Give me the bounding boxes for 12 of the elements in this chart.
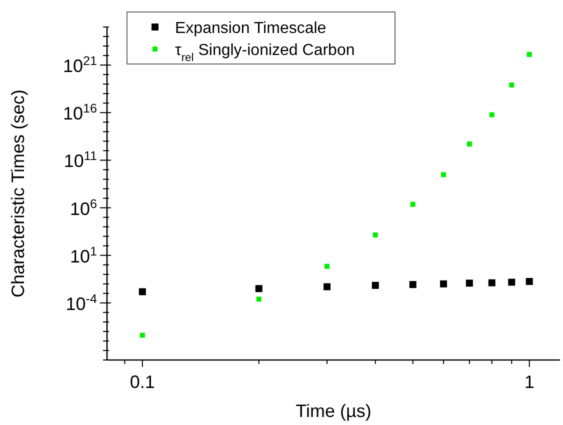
x-axis-title: Time (µs) [296, 401, 372, 421]
legend-label: τ$_{rel}$ Singly-ionized Carbon [175, 42, 355, 64]
x-tick-label: 1 [524, 372, 534, 392]
y-tick-label: 10$^{6}$ [70, 196, 97, 219]
x-tick-label: 0.1 [130, 372, 155, 392]
y-tick-label: 10$^{1}$ [70, 244, 97, 266]
y-tick-label: 10$^{11}$ [64, 149, 97, 172]
y-tick-label: 10$^{16}$ [62, 102, 97, 124]
legend-label: Expansion Timescale [175, 20, 326, 37]
y-tick-label: 10$^{-4}$ [66, 292, 97, 314]
y-axis-title: Characteristic Times (sec) [8, 89, 28, 298]
y-tick-label: 10$^{21}$ [62, 54, 97, 76]
